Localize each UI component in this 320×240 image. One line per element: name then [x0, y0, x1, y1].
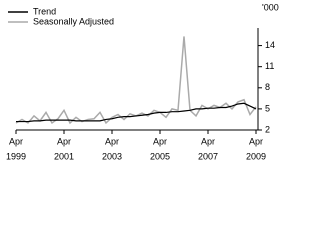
- y-tick-label: 8: [265, 82, 270, 92]
- x-tick-label: Apr: [249, 136, 263, 146]
- x-tick-label: 2009: [246, 151, 266, 161]
- y-tick-label: 2: [265, 124, 270, 134]
- y-tick-label: 5: [265, 103, 270, 113]
- y-tick-label: 11: [265, 61, 274, 71]
- x-tick-label: Apr: [201, 136, 215, 146]
- x-tick-label: 2005: [150, 151, 170, 161]
- legend-label: Trend: [33, 6, 56, 16]
- x-tick-label: 2001: [54, 151, 74, 161]
- x-tick-label: Apr: [57, 136, 71, 146]
- x-tick-label: 2003: [102, 151, 122, 161]
- x-tick-label: Apr: [105, 136, 119, 146]
- legend-label: Seasonally Adjusted: [33, 16, 114, 26]
- x-tick-label: 1999: [6, 151, 26, 161]
- y-unit: '000: [262, 2, 279, 12]
- series-line: [16, 102, 257, 123]
- x-tick-label: Apr: [153, 136, 167, 146]
- x-tick-label: 2007: [198, 151, 218, 161]
- chart: '000 2 5 8 11 14 Apr 1999 Apr 2001 Apr 2003 Apr 2005…: [6, 2, 279, 161]
- series-line: [15, 36, 257, 125]
- x-tick-label: Apr: [9, 136, 23, 146]
- y-tick-label: 14: [265, 40, 275, 50]
